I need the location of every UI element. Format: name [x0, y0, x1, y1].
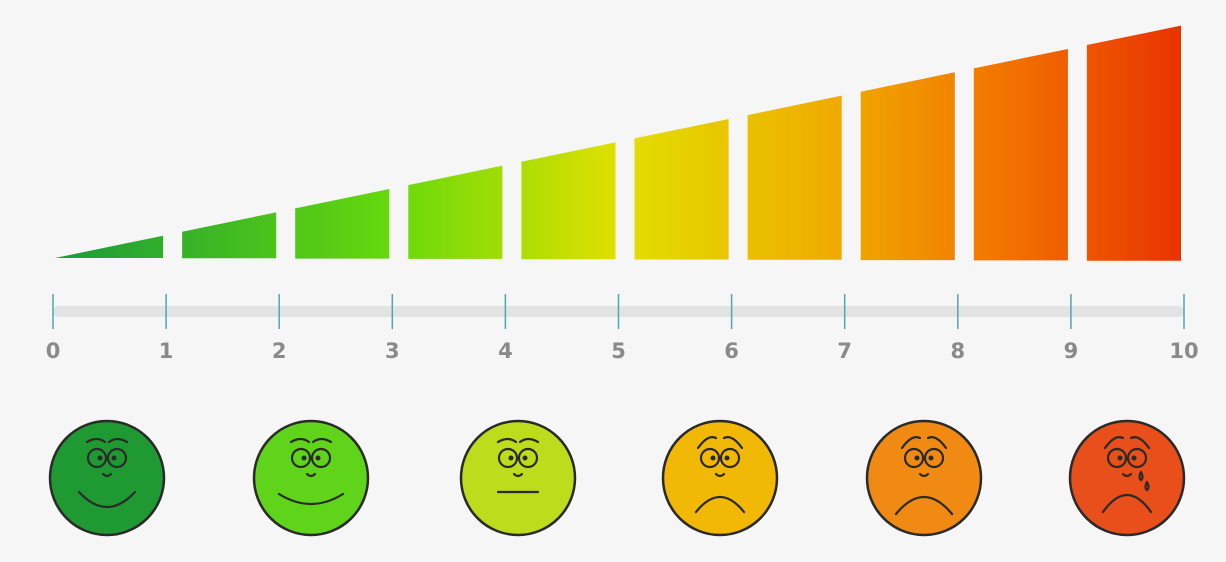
tick-label: 2	[272, 339, 287, 363]
eye	[719, 447, 741, 469]
face	[48, 419, 166, 537]
intensity-bar	[408, 165, 503, 259]
eye	[1106, 447, 1128, 469]
eye	[290, 447, 312, 469]
pupil	[508, 455, 514, 461]
face-disc	[865, 419, 983, 537]
tear	[1138, 470, 1150, 492]
tick-label: 3	[385, 339, 400, 363]
face	[865, 419, 983, 537]
nose	[918, 472, 930, 478]
eyebrow	[311, 437, 333, 444]
eye	[923, 447, 945, 469]
pupil	[710, 455, 716, 461]
mouth	[894, 496, 954, 516]
face-disc	[661, 419, 779, 537]
face	[661, 419, 779, 537]
nose	[714, 472, 726, 478]
nose	[512, 472, 524, 478]
eye	[86, 447, 108, 469]
eyebrow	[1103, 436, 1125, 450]
intensity-bar	[55, 235, 164, 258]
pupil	[301, 455, 307, 461]
face-disc	[459, 419, 577, 537]
pupil	[97, 455, 103, 461]
tick-label: 6	[724, 339, 739, 363]
eyebrow	[900, 436, 922, 450]
mouth	[277, 492, 345, 505]
intensity-bar	[973, 48, 1068, 261]
pupil	[522, 455, 528, 461]
scale-ticks: 0 1 2 3 4 5 6 7 8 9 10	[46, 294, 1199, 363]
face	[1068, 419, 1186, 537]
eyebrow	[496, 437, 518, 444]
mouth	[1101, 494, 1153, 514]
eye	[106, 447, 128, 469]
eye	[497, 447, 519, 469]
eyebrow	[926, 436, 948, 450]
intensity-bar	[521, 142, 616, 260]
pupil	[111, 455, 117, 461]
pupil	[315, 455, 321, 461]
nose	[101, 472, 113, 478]
face-disc	[1068, 419, 1186, 537]
intensity-bar	[634, 118, 729, 260]
eye	[310, 447, 332, 469]
intensity-bar	[747, 95, 842, 260]
eye	[1126, 447, 1148, 469]
faces	[48, 419, 1186, 537]
eyebrow	[696, 436, 718, 450]
eyebrow	[1129, 436, 1151, 450]
pupil	[724, 455, 730, 461]
tick-label: 7	[837, 339, 852, 363]
face	[459, 419, 577, 537]
intensity-bar	[295, 189, 390, 259]
pupil	[1131, 455, 1137, 461]
tick-label: 4	[498, 339, 513, 363]
eyebrow	[722, 436, 744, 450]
face-disc	[48, 419, 166, 537]
tick-label: 0	[46, 339, 61, 363]
eye	[517, 447, 539, 469]
tick-label: 8	[950, 339, 965, 363]
face-disc	[252, 419, 370, 537]
eyebrow	[289, 437, 311, 444]
eyebrow	[85, 437, 107, 444]
face	[252, 419, 370, 537]
mouth	[694, 496, 746, 514]
tick-label: 10	[1169, 339, 1198, 363]
intensity-bars	[55, 25, 1181, 261]
nose	[1121, 472, 1133, 478]
eyebrow	[107, 437, 129, 444]
eyebrow	[518, 437, 540, 444]
tick-label: 1	[159, 339, 174, 363]
eye	[699, 447, 721, 469]
intensity-bar	[1086, 25, 1181, 261]
intensity-bar	[182, 212, 277, 259]
intensity-bar	[860, 72, 955, 261]
mouth	[77, 490, 137, 508]
nose	[305, 472, 317, 478]
tick-label: 9	[1064, 339, 1079, 363]
tick-label: 5	[611, 339, 626, 363]
pupil	[1117, 455, 1123, 461]
pupil	[914, 455, 920, 461]
pupil	[928, 455, 934, 461]
eye	[903, 447, 925, 469]
